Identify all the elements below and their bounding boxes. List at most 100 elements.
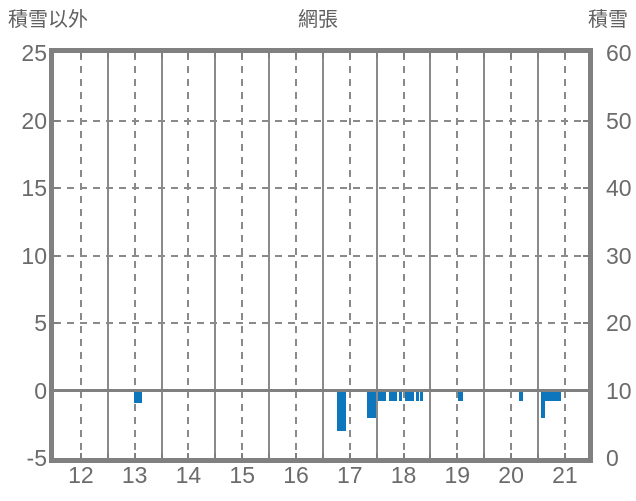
x-axis-tick: [321, 53, 324, 58]
x-axis-tick: [294, 453, 297, 458]
h-gridline-dashed: [54, 254, 588, 257]
data-bar: [416, 389, 420, 402]
data-bar: [133, 389, 143, 403]
h-gridline-dashed: [54, 119, 588, 122]
y-axis-tick: [583, 254, 588, 257]
data-bar: [399, 389, 402, 402]
x-axis-tick: [214, 453, 217, 458]
x-axis-tick-label: 16: [283, 462, 309, 488]
v-gridline-solid: [375, 53, 378, 458]
x-axis-tick-label: 20: [498, 462, 524, 488]
right-axis-tick-label: 0: [606, 445, 619, 471]
x-axis-tick: [402, 453, 405, 458]
y-axis-tick: [54, 322, 59, 324]
x-axis-tick-label: 19: [444, 462, 471, 488]
x-axis-tick: [321, 453, 324, 458]
data-bar: [405, 389, 415, 402]
left-axis-tick-label: 15: [21, 175, 47, 201]
x-axis-tick: [294, 53, 297, 58]
x-axis-tick-label: 12: [68, 462, 94, 488]
x-axis-tick: [536, 53, 539, 58]
x-axis-tick-label: 18: [390, 462, 417, 488]
x-axis-tick: [106, 53, 109, 58]
left-axis-title: 積雪以外: [8, 9, 88, 31]
x-axis-tick: [133, 53, 136, 58]
x-axis-tick: [483, 453, 486, 458]
data-bar: [336, 389, 346, 431]
x-axis-tick: [483, 53, 486, 58]
x-axis-tick: [268, 53, 271, 58]
v-gridline-solid: [160, 53, 163, 458]
x-axis-tick: [456, 453, 459, 458]
y-axis-tick: [583, 119, 588, 122]
x-axis-tick: [429, 53, 432, 58]
v-gridline-solid: [429, 53, 432, 458]
left-axis-tick-label: 10: [21, 242, 47, 269]
x-axis-tick: [241, 453, 244, 458]
v-gridline-solid: [268, 53, 271, 458]
data-bar: [366, 389, 376, 418]
x-axis-tick: [510, 453, 513, 458]
right-axis-tick-label: 40: [606, 175, 632, 201]
h-gridline-dashed: [54, 187, 588, 189]
right-axis-tick-label: 60: [606, 40, 632, 66]
v-gridline-dashed: [563, 53, 566, 458]
x-axis-tick: [241, 53, 244, 58]
x-axis-tick: [160, 53, 163, 58]
x-axis-tick: [348, 53, 351, 58]
x-axis-tick-label: 14: [175, 462, 202, 488]
chart-title: 網張: [298, 9, 338, 31]
h-gridline-dashed: [54, 322, 588, 324]
x-axis-tick: [402, 53, 405, 58]
left-axis-tick-label: 5: [34, 310, 47, 336]
x-axis-tick: [214, 53, 217, 58]
x-axis-tick-label: 15: [229, 462, 255, 488]
v-gridline-dashed: [510, 53, 513, 458]
zero-gridline: [54, 389, 588, 392]
y-axis-tick: [583, 187, 588, 189]
x-axis-tick: [510, 53, 513, 58]
v-gridline-solid: [106, 53, 109, 458]
v-gridline-solid: [536, 53, 539, 458]
v-gridline-dashed: [79, 53, 82, 458]
v-gridline-solid: [321, 53, 324, 458]
x-axis-tick: [187, 53, 190, 58]
v-gridline-dashed: [402, 53, 405, 458]
right-axis-title: 積雪: [588, 9, 628, 31]
y-axis-tick: [54, 254, 59, 257]
x-axis-tick: [375, 53, 378, 58]
data-bar: [518, 389, 524, 402]
v-gridline-dashed: [133, 53, 136, 458]
x-axis-tick: [563, 53, 566, 58]
data-bar: [544, 389, 561, 402]
y-axis-tick: [583, 389, 588, 392]
right-axis-tick-label: 30: [606, 242, 632, 269]
x-axis-tick: [79, 453, 82, 458]
right-axis-tick-label: 50: [606, 107, 632, 134]
x-axis-tick: [536, 453, 539, 458]
v-gridline-solid: [483, 53, 486, 458]
x-axis-tick-label: 17: [336, 462, 363, 488]
left-axis-tick-label: 20: [21, 107, 47, 134]
x-axis-tick: [106, 453, 109, 458]
v-gridline-dashed: [456, 53, 459, 458]
data-bar: [377, 389, 387, 402]
left-axis-tick-label: 0: [34, 377, 47, 404]
x-axis-tick: [563, 453, 566, 458]
data-bar: [540, 389, 545, 418]
v-gridline-dashed: [348, 53, 351, 458]
x-axis-tick: [79, 53, 82, 58]
x-axis-tick-label: 13: [121, 462, 148, 488]
v-gridline-dashed: [241, 53, 244, 458]
y-axis-tick: [54, 389, 59, 392]
y-axis-tick: [54, 187, 59, 189]
v-gridline-dashed: [187, 53, 190, 458]
left-axis-tick-label: -5: [26, 445, 47, 471]
v-gridline-solid: [214, 53, 217, 458]
data-bar: [420, 389, 423, 402]
v-gridline-dashed: [294, 53, 297, 458]
data-bar: [389, 389, 398, 402]
left-axis-tick-label: 25: [21, 40, 47, 66]
right-axis-tick-label: 10: [606, 377, 632, 404]
